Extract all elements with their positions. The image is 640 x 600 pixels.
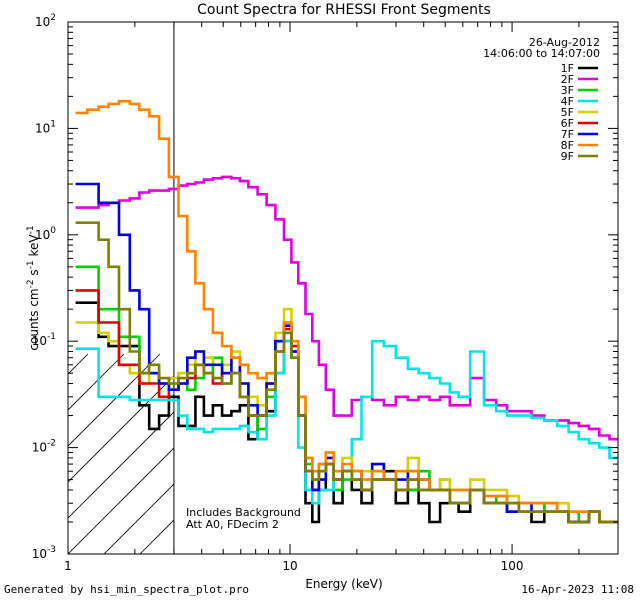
chart-time-range: 14:06:00 to 14:07:00 bbox=[483, 47, 600, 60]
legend-label-7F: 7F bbox=[561, 128, 574, 141]
x-tick-label: 10 bbox=[282, 559, 297, 573]
y-tick-label: 101 bbox=[35, 119, 56, 135]
series-line-1F bbox=[75, 301, 618, 524]
y-tick-label: 10-2 bbox=[32, 439, 56, 455]
hatched-region bbox=[68, 22, 175, 554]
legend-label-9F: 9F bbox=[561, 150, 574, 163]
footer-generated-by: Generated by hsi_min_spectra_plot.pro bbox=[4, 583, 250, 596]
legend-label-4F: 4F bbox=[561, 95, 574, 108]
plot-frame bbox=[67, 21, 619, 555]
legend-label-5F: 5F bbox=[561, 106, 574, 119]
annotation-background: Includes Background bbox=[186, 506, 301, 519]
series-line-9F bbox=[75, 221, 618, 524]
y-axis-label: counts cm-2 s-1 keV-1 bbox=[26, 225, 41, 350]
y-tick-label: 100 bbox=[35, 226, 56, 242]
legend-label-3F: 3F bbox=[561, 84, 574, 97]
y-tick-label: 10-3 bbox=[32, 545, 56, 561]
x-axis-label: Energy (keV) bbox=[305, 577, 382, 591]
legend-label-1F: 1F bbox=[561, 62, 574, 75]
x-tick-label: 1 bbox=[64, 559, 72, 573]
legend-label-6F: 6F bbox=[561, 117, 574, 130]
annotation-attenuator: Att A0, FDecim 2 bbox=[186, 518, 279, 531]
y-tick-label: 102 bbox=[35, 13, 56, 29]
chart-title: Count Spectra for RHESSI Front Segments bbox=[197, 2, 491, 18]
series-line-3F bbox=[75, 265, 618, 524]
y-tick-label: 10-1 bbox=[32, 332, 56, 348]
legend-label-8F: 8F bbox=[561, 139, 574, 152]
footer-timestamp: 16-Apr-2023 11:08 bbox=[521, 583, 634, 596]
legend-label-2F: 2F bbox=[561, 73, 574, 86]
x-tick-label: 100 bbox=[501, 559, 524, 573]
series-line-6F bbox=[75, 289, 618, 524]
chart-date: 26-Aug-2012 bbox=[529, 36, 600, 49]
axis-ticks bbox=[67, 22, 619, 555]
